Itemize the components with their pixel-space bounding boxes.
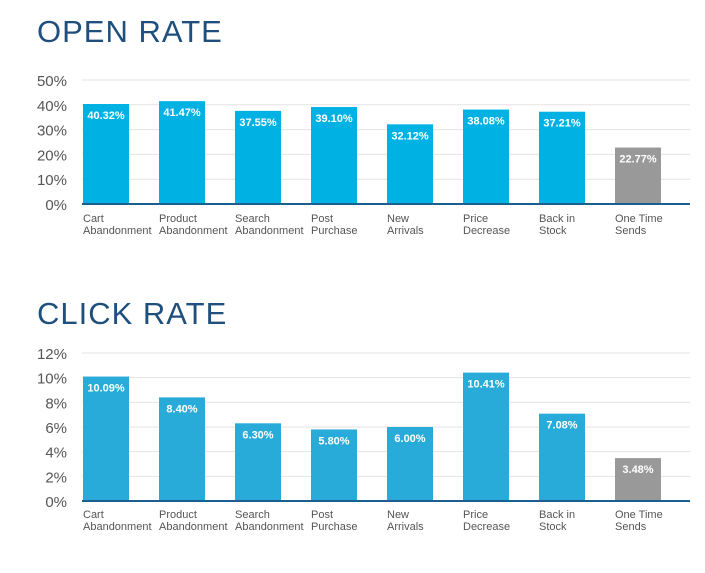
- click-y-tick-label: 6%: [45, 420, 67, 437]
- open-bar-value-label: 37.21%: [543, 118, 581, 130]
- open-bar: [539, 111, 585, 204]
- open-bar: [615, 147, 661, 204]
- click-bar: [615, 458, 661, 501]
- click-bar-value-label: 8.40%: [166, 403, 197, 415]
- click-category-label: Purchase: [311, 521, 357, 533]
- open-rate-title: OPEN RATE: [37, 14, 223, 49]
- click-y-tick-label: 2%: [45, 469, 67, 486]
- click-bar: [159, 397, 205, 501]
- click-rate-chart: 0%2%4%6%8%10%12%10.09%CartAbandonment8.4…: [37, 346, 690, 533]
- open-bar-value-label: 38.08%: [467, 116, 505, 128]
- open-category-label: Sends: [615, 225, 647, 237]
- open-bar: [83, 104, 129, 204]
- click-category-label: Stock: [539, 521, 567, 533]
- click-category-label: Cart: [83, 509, 104, 521]
- open-category-label: Purchase: [311, 225, 357, 237]
- click-bar-value-label: 10.09%: [87, 383, 125, 395]
- open-category-label: Price: [463, 213, 488, 225]
- click-bar: [387, 427, 433, 501]
- open-category-label: Arrivals: [387, 225, 424, 237]
- open-category-label: Cart: [83, 213, 104, 225]
- click-y-tick-label: 4%: [45, 445, 67, 462]
- open-y-tick-label: 50%: [37, 73, 67, 90]
- click-y-tick-label: 0%: [45, 494, 67, 511]
- click-bar-value-label: 6.00%: [394, 433, 425, 445]
- click-bar: [83, 376, 129, 501]
- open-bar: [387, 124, 433, 204]
- open-y-tick-label: 40%: [37, 98, 67, 115]
- click-category-label: Product: [159, 509, 197, 521]
- open-bar: [159, 101, 205, 204]
- open-category-label: Product: [159, 213, 197, 225]
- open-y-tick-label: 20%: [37, 147, 67, 164]
- click-category-label: Search: [235, 509, 270, 521]
- click-bar: [539, 413, 585, 501]
- open-rate-chart: 0%10%20%30%40%50%40.32%CartAbandonment41…: [37, 73, 690, 237]
- open-bar-value-label: 41.47%: [163, 107, 201, 119]
- click-bar-value-label: 10.41%: [467, 379, 505, 391]
- click-bar-value-label: 3.48%: [622, 464, 653, 476]
- open-bar-value-label: 39.10%: [315, 113, 353, 125]
- click-rate-title: CLICK RATE: [37, 296, 228, 331]
- click-category-label: Decrease: [463, 521, 510, 533]
- open-rate-panel: OPEN RATE 0% 10% 20% 30% 40% 50% 40.32% Cart Aba…: [37, 14, 690, 237]
- click-bar-value-label: 5.80%: [318, 435, 349, 447]
- open-category-label: Search: [235, 213, 270, 225]
- open-y-tick-label: 30%: [37, 123, 67, 140]
- open-category-label: Abandonment: [83, 225, 152, 237]
- click-category-label: One Time: [615, 509, 663, 521]
- open-category-label: Stock: [539, 225, 567, 237]
- open-bar: [463, 109, 509, 204]
- click-category-label: Abandonment: [83, 521, 152, 533]
- open-category-label: Back in: [539, 213, 575, 225]
- click-category-label: Arrivals: [387, 521, 424, 533]
- open-category-label: Abandonment: [235, 225, 304, 237]
- click-category-label: Abandonment: [235, 521, 304, 533]
- click-category-label: Back in: [539, 509, 575, 521]
- open-y-tick-label: 10%: [37, 172, 67, 189]
- open-bar-value-label: 37.55%: [239, 117, 277, 129]
- click-bar: [311, 429, 357, 501]
- click-bar-value-label: 7.08%: [546, 420, 577, 432]
- open-category-label: Abandonment: [159, 225, 228, 237]
- click-y-tick-label: 10%: [37, 371, 67, 388]
- click-bar-value-label: 6.30%: [242, 429, 273, 441]
- click-category-label: Price: [463, 509, 488, 521]
- open-bar-value-label: 40.32%: [87, 110, 125, 122]
- open-bar: [311, 107, 357, 204]
- click-bar: [463, 372, 509, 501]
- open-category-label: Decrease: [463, 225, 510, 237]
- open-category-label: New: [387, 213, 409, 225]
- click-rate-panel: CLICK RATE 0% 2% 4% 6% 8% 10% 12% 10.09% Cart Aba…: [0, 282, 705, 573]
- click-category-label: Abandonment: [159, 521, 228, 533]
- click-category-label: Sends: [615, 521, 647, 533]
- open-bar: [235, 110, 281, 204]
- open-category-label: Post: [311, 213, 333, 225]
- click-y-tick-label: 12%: [37, 346, 67, 363]
- click-y-tick-label: 8%: [45, 395, 67, 412]
- click-category-label: Post: [311, 509, 333, 521]
- open-category-label: One Time: [615, 213, 663, 225]
- click-bar: [235, 423, 281, 501]
- open-bar-value-label: 32.12%: [391, 130, 429, 142]
- open-y-tick-label: 0%: [45, 197, 67, 214]
- click-category-label: New: [387, 509, 409, 521]
- open-bar-value-label: 22.77%: [619, 154, 657, 166]
